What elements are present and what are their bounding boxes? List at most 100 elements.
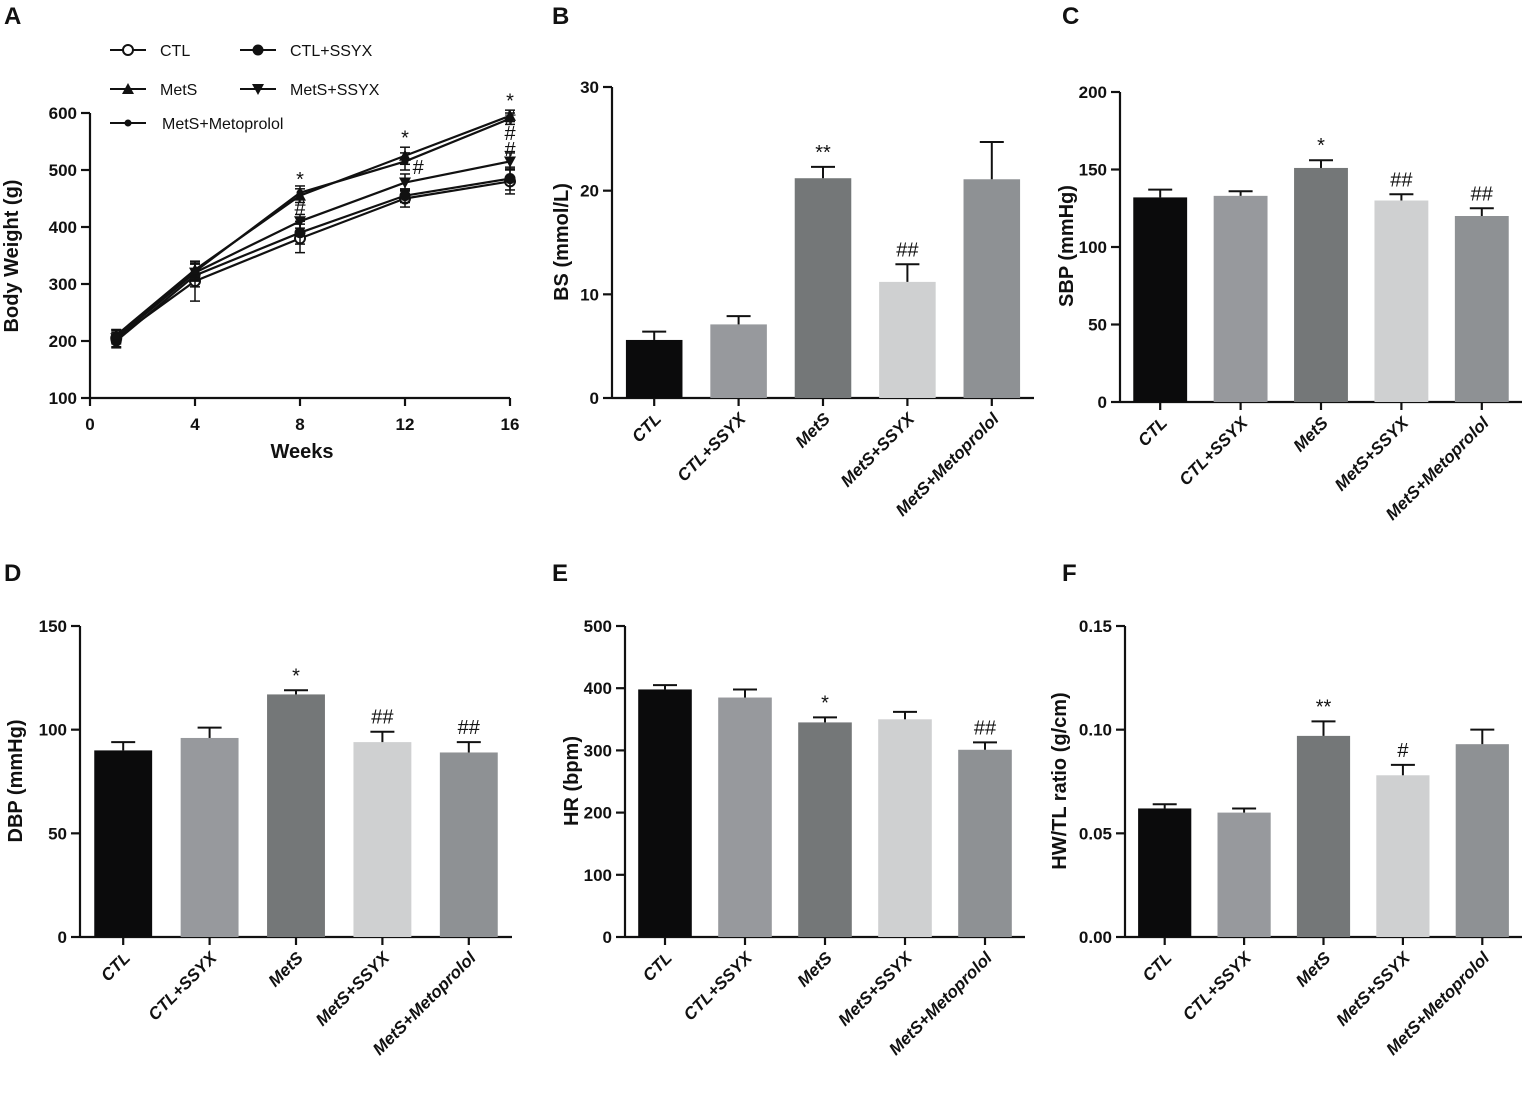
y-tick-label: 100	[49, 389, 77, 408]
panel-e: E 0 100 200 300 400 500 HR (bpm) CTL CTL+SSYX MetS…	[552, 560, 1025, 1059]
data-point	[399, 177, 411, 189]
category-label: CTL+SSYX	[680, 947, 757, 1024]
y-tick-label: 20	[580, 182, 599, 201]
panel-letter: F	[1062, 560, 1077, 587]
legend-item: CTL+SSYX	[240, 43, 373, 60]
x-tick-label: 16	[501, 415, 520, 434]
data-point	[124, 119, 132, 127]
legend-label: MetS+Metoprolol	[162, 116, 283, 133]
y-tick-label: 100	[1079, 238, 1107, 257]
y-tick-label: 0.10	[1079, 721, 1112, 740]
significance-mark: #	[1397, 740, 1409, 762]
bar-ctl	[94, 750, 153, 937]
bar-mets-ssyx	[1374, 200, 1429, 402]
panel-letter: D	[4, 560, 21, 587]
y-tick-label: 200	[584, 804, 612, 823]
legend-item: MetS+Metoprolol	[110, 116, 283, 133]
significance-mark: ##	[1390, 169, 1413, 191]
data-point	[504, 156, 516, 168]
series-mets-ssyx	[110, 152, 516, 345]
y-tick-label: 30	[580, 78, 599, 97]
y-tick-label: 400	[584, 679, 612, 698]
significance-mark: *	[506, 90, 514, 112]
legend-item: MetS	[110, 82, 197, 99]
y-axis-label: HR (bpm)	[561, 736, 583, 826]
bar-ctl-ssyx	[718, 697, 772, 937]
y-tick-label: 0	[603, 928, 612, 947]
y-tick-label: 200	[49, 332, 77, 351]
y-tick-label: 0	[1098, 393, 1107, 412]
category-label: CTL+SSYX	[1179, 947, 1256, 1024]
category-label: CTL	[639, 948, 676, 985]
bar-mets	[794, 178, 852, 398]
data-point	[296, 189, 304, 197]
legend: CTL CTL+SSYX MetS MetS+SSYX MetS+Metoprolol	[110, 43, 380, 133]
significance-mark: *	[821, 692, 829, 714]
panel-a: A 100 200 300 400 500 600 0 4 8 12 16 Weeks Body Weig…	[1, 3, 519, 463]
series-mets	[110, 109, 516, 342]
y-tick-label: 0	[590, 389, 599, 408]
category-label: MetS+SSYX	[1332, 947, 1414, 1029]
significance-mark: #	[504, 139, 516, 161]
legend-label: CTL	[160, 43, 190, 60]
bar-ctl-ssyx	[1217, 812, 1271, 937]
x-tick-label: 8	[295, 415, 304, 434]
y-tick-label: 0.05	[1079, 824, 1112, 843]
y-tick-label: 400	[49, 218, 77, 237]
data-point	[401, 157, 409, 165]
bar-mets-metoprolol	[1455, 744, 1509, 937]
significance-mark: #	[413, 157, 425, 179]
legend-label: CTL+SSYX	[290, 43, 373, 60]
data-point	[252, 44, 264, 56]
series-ctl-ssyx	[110, 166, 516, 349]
x-tick-label: 4	[190, 415, 200, 434]
y-tick-label: 500	[584, 617, 612, 636]
y-axis-label: BS (mmol/L)	[551, 183, 573, 301]
series-ctl	[110, 168, 516, 348]
series-line	[115, 114, 511, 337]
bar-ctl	[638, 689, 692, 937]
category-label: MetS+SSYX	[312, 947, 394, 1029]
significance-mark: *	[296, 169, 304, 191]
bar-ctl-ssyx	[180, 737, 239, 937]
y-tick-label: 300	[584, 741, 612, 760]
bar-ctl	[1138, 808, 1192, 937]
bar-mets-ssyx	[1376, 775, 1430, 937]
category-label: MetS	[794, 948, 837, 991]
x-axis-label: Weeks	[270, 441, 333, 463]
y-tick-label: 100	[584, 866, 612, 885]
y-axis-label: SBP (mmHg)	[1056, 185, 1078, 307]
bar-ctl	[1133, 197, 1188, 402]
legend-item: MetS+SSYX	[240, 82, 380, 99]
significance-mark: *	[1317, 135, 1325, 157]
panel-letter: C	[1062, 3, 1079, 30]
significance-mark: *	[292, 665, 300, 687]
y-tick-label: 0.15	[1079, 617, 1112, 636]
panel-letter: B	[552, 3, 569, 30]
bar-mets-metoprolol	[958, 749, 1012, 937]
category-label: MetS	[265, 948, 308, 991]
y-tick-label: 150	[39, 617, 67, 636]
data-point	[122, 83, 134, 94]
y-tick-label: 0	[58, 928, 67, 947]
bar-mets-metoprolol	[439, 752, 498, 937]
bar-mets	[267, 694, 325, 937]
data-point	[294, 227, 306, 239]
data-point	[252, 84, 264, 95]
category-label: CTL	[97, 948, 134, 985]
y-axis-label: DBP (mmHg)	[5, 720, 27, 843]
panel-b: B 0 10 20 30 BS (mmol/L) CTL CTL+SSYX MetS ** MetS…	[551, 3, 1034, 520]
category-label: MetS+SSYX	[835, 947, 917, 1029]
bar-ctl-ssyx	[1213, 195, 1268, 402]
category-label: CTL	[1134, 413, 1171, 450]
category-label: CTL	[1139, 948, 1176, 985]
legend-label: MetS	[160, 82, 197, 99]
y-tick-label: 500	[49, 161, 77, 180]
data-point	[122, 44, 134, 56]
bar-ctl	[625, 339, 683, 398]
panel-letter: A	[4, 3, 21, 30]
legend-label: MetS+SSYX	[290, 82, 380, 99]
significance-mark: *	[401, 127, 409, 149]
x-tick-label: 0	[85, 415, 94, 434]
